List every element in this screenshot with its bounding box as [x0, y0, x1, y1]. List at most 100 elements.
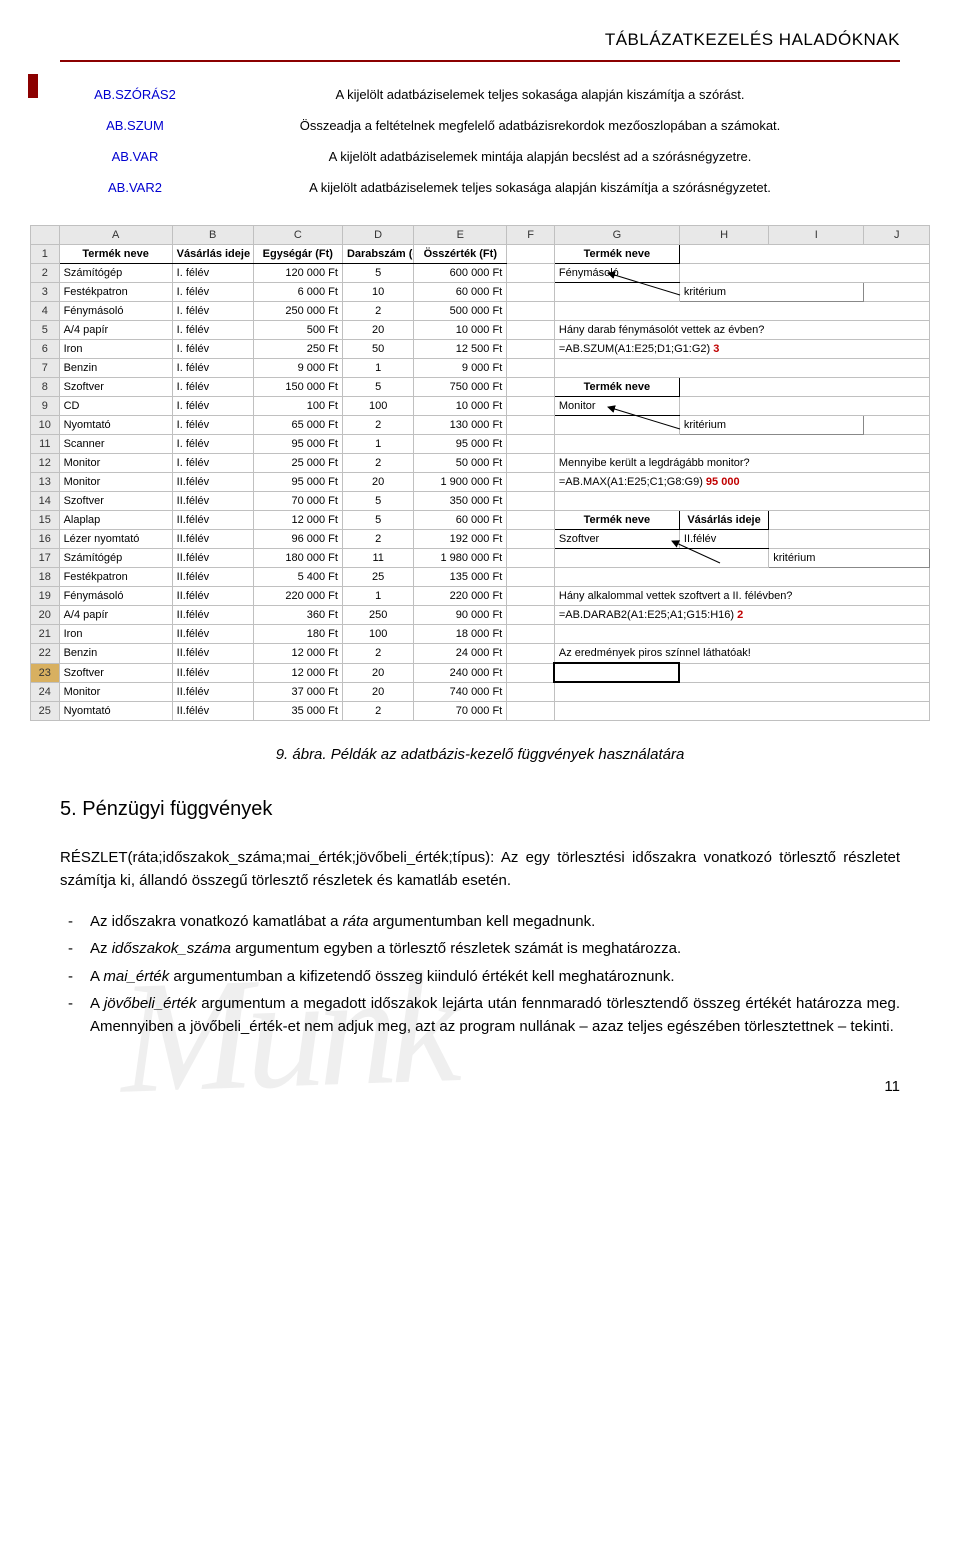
- cell-product: Számítógép: [59, 264, 172, 283]
- def-term: AB.SZÓRÁS2: [80, 87, 190, 102]
- cell: [507, 435, 555, 454]
- cell-unitprice: 150 000 Ft: [253, 378, 342, 397]
- row-number: 9: [31, 397, 60, 416]
- cell-qty: 11: [342, 549, 413, 568]
- cell-qty: 50: [342, 340, 413, 359]
- cell-qty: 5: [342, 378, 413, 397]
- cell-product: Nyomtató: [59, 701, 172, 720]
- cell-product: Iron: [59, 625, 172, 644]
- row-number: 15: [31, 511, 60, 530]
- cell-total: 24 000 Ft: [414, 644, 507, 664]
- row-number: 4: [31, 302, 60, 321]
- annotation-criteria-label: kritérium: [679, 416, 864, 435]
- cell-product: Nyomtató: [59, 416, 172, 435]
- def-desc: A kijelölt adatbáziselemek teljes sokasá…: [190, 180, 890, 195]
- cell-qty: 250: [342, 606, 413, 625]
- cell-unitprice: 360 Ft: [253, 606, 342, 625]
- cell-unitprice: 70 000 Ft: [253, 492, 342, 511]
- cell-unitprice: 12 000 Ft: [253, 663, 342, 682]
- cell-unitprice: 120 000 Ft: [253, 264, 342, 283]
- col-header: H: [679, 226, 768, 245]
- criteria-header: Termék neve: [554, 378, 679, 397]
- cell: [507, 245, 555, 264]
- cell-total: 350 000 Ft: [414, 492, 507, 511]
- cell: [507, 359, 555, 378]
- cell: [679, 663, 929, 682]
- cell-period: I. félév: [172, 378, 253, 397]
- cell: [507, 340, 555, 359]
- def-term: AB.VAR: [80, 149, 190, 164]
- cell: [554, 568, 929, 587]
- cell-qty: 5: [342, 511, 413, 530]
- cell-product: A/4 papír: [59, 321, 172, 340]
- cell-period: II.félév: [172, 663, 253, 682]
- col-header: D: [342, 226, 413, 245]
- cell-product: Szoftver: [59, 663, 172, 682]
- def-row: AB.VAR2 A kijelölt adatbáziselemek telje…: [80, 180, 890, 195]
- cell: [507, 321, 555, 340]
- cell: [864, 416, 930, 435]
- row-number: 18: [31, 568, 60, 587]
- cell-qty: 100: [342, 625, 413, 644]
- row-number: 8: [31, 378, 60, 397]
- cell-product: Monitor: [59, 454, 172, 473]
- cell-total: 240 000 Ft: [414, 663, 507, 682]
- cell: [679, 397, 929, 416]
- col-header: [31, 226, 60, 245]
- cell-product: Scanner: [59, 435, 172, 454]
- row-number: 22: [31, 644, 60, 664]
- cell-period: I. félév: [172, 359, 253, 378]
- spreadsheet-table: ABCDEFGHIJ1Termék neveVásárlás idejeEgys…: [30, 225, 930, 721]
- cell-period: I. félév: [172, 340, 253, 359]
- row-number: 17: [31, 549, 60, 568]
- cell-unitprice: 37 000 Ft: [253, 682, 342, 701]
- cell-qty: 5: [342, 264, 413, 283]
- cell-qty: 100: [342, 397, 413, 416]
- criteria-header: Termék neve: [554, 511, 679, 530]
- cell-total: 60 000 Ft: [414, 511, 507, 530]
- cell-period: II.félév: [172, 625, 253, 644]
- cell-unitprice: 220 000 Ft: [253, 587, 342, 606]
- cell-product: Benzin: [59, 644, 172, 664]
- cell-period: II.félév: [172, 473, 253, 492]
- bullet-list: Az időszakra vonatkozó kamatlábat a ráta…: [60, 910, 900, 1038]
- col-header: C: [253, 226, 342, 245]
- cell-product: A/4 papír: [59, 606, 172, 625]
- cell-qty: 2: [342, 701, 413, 720]
- cell-product: Fénymásoló: [59, 587, 172, 606]
- cell: [554, 701, 929, 720]
- header-title: TÁBLÁZATKEZELÉS HALADÓKNAK: [60, 30, 900, 62]
- cell-unitprice: 95 000 Ft: [253, 473, 342, 492]
- cell-total: 135 000 Ft: [414, 568, 507, 587]
- cell-unitprice: 5 400 Ft: [253, 568, 342, 587]
- formula-text: =AB.MAX(A1:E25;C1;G8:G9) 95 000: [554, 473, 929, 492]
- cell: [554, 416, 679, 435]
- cell-unitprice: 12 000 Ft: [253, 644, 342, 664]
- cell: [554, 302, 929, 321]
- cell-product: Szoftver: [59, 492, 172, 511]
- cell: [554, 625, 929, 644]
- criteria-value: Szoftver: [554, 530, 679, 549]
- question-text: Hány alkalommal vettek szoftvert a II. f…: [554, 587, 929, 606]
- cell: [507, 587, 555, 606]
- col-header: F: [507, 226, 555, 245]
- def-desc: A kijelölt adatbáziselemek mintája alapj…: [190, 149, 890, 164]
- cell-unitprice: 35 000 Ft: [253, 701, 342, 720]
- criteria-value: II.félév: [679, 530, 768, 549]
- cell: [507, 416, 555, 435]
- cell-unitprice: 12 000 Ft: [253, 511, 342, 530]
- cell-product: Fénymásoló: [59, 302, 172, 321]
- row-number: 13: [31, 473, 60, 492]
- cell: [507, 454, 555, 473]
- cell-qty: 1: [342, 435, 413, 454]
- cell-qty: 25: [342, 568, 413, 587]
- cell-product: Iron: [59, 340, 172, 359]
- row-number: 3: [31, 283, 60, 302]
- col-header: A: [59, 226, 172, 245]
- cell: [679, 264, 929, 283]
- def-desc: A kijelölt adatbáziselemek teljes sokasá…: [190, 87, 890, 102]
- cell-total: 12 500 Ft: [414, 340, 507, 359]
- data-header: Egységár (Ft): [253, 245, 342, 264]
- row-number: 21: [31, 625, 60, 644]
- data-header: Vásárlás ideje: [172, 245, 253, 264]
